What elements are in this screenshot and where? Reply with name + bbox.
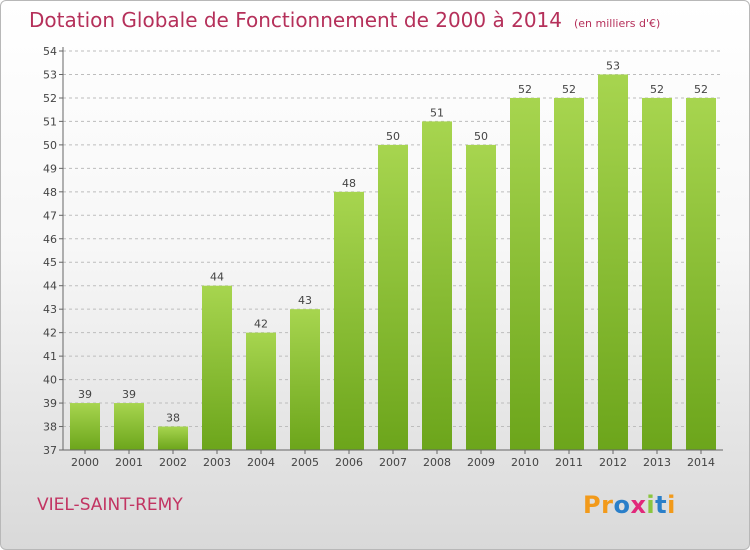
x-tick-label: 2005 [291,456,319,469]
bar-value-label: 39 [122,388,136,401]
bar-value-label: 48 [342,177,356,190]
x-tick-label: 2012 [599,456,627,469]
y-tick-label: 41 [43,350,57,363]
x-tick-label: 2002 [159,456,187,469]
y-tick-label: 42 [43,327,57,340]
bar-value-label: 39 [78,388,92,401]
bar-2008 [422,121,452,450]
x-tick-label: 2004 [247,456,275,469]
y-tick-label: 47 [43,209,57,222]
logo-letter: i [646,491,656,519]
y-tick-label: 50 [43,139,57,152]
y-tick-label: 52 [43,92,57,105]
bar-2013 [642,97,672,451]
x-tick-label: 2003 [203,456,231,469]
commune-name: VIEL-SAINT-REMY [37,495,183,515]
bar-value-label: 50 [474,130,488,143]
x-tick-label: 2011 [555,456,583,469]
bar-2006 [334,191,364,450]
y-tick-label: 44 [43,280,57,293]
x-tick-label: 2006 [335,456,363,469]
y-tick-label: 38 [43,421,57,434]
x-tick-label: 2009 [467,456,495,469]
logo-letter: i [667,491,676,519]
bar-value-label: 50 [386,130,400,143]
x-tick-label: 2007 [379,456,407,469]
y-tick-label: 48 [43,186,57,199]
chart-unit-note: (en milliers d'€) [574,17,661,30]
bar-2004 [246,332,276,450]
y-tick-label: 43 [43,303,57,316]
y-tick-label: 53 [43,68,57,81]
x-tick-label: 2008 [423,456,451,469]
x-tick-label: 2014 [687,456,715,469]
logo-letter: r [601,491,614,519]
bar-2000 [70,403,100,450]
y-tick-label: 51 [43,115,57,128]
bar-value-label: 42 [254,318,268,331]
y-tick-label: 39 [43,397,57,410]
y-tick-label: 40 [43,374,57,387]
bar-value-label: 52 [562,83,576,96]
x-tick-label: 2001 [115,456,143,469]
x-tick-label: 2000 [71,456,99,469]
bar-2002 [158,426,188,450]
bar-2003 [202,285,232,450]
y-tick-label: 45 [43,256,57,269]
y-tick-label: 46 [43,233,57,246]
bar-value-label: 53 [606,59,620,72]
bar-value-label: 52 [650,83,664,96]
y-tick-label: 54 [43,45,57,58]
logo-letter: t [655,491,668,519]
logo-letter: x [630,491,647,519]
bar-2010 [510,97,540,451]
y-tick-label: 49 [43,162,57,175]
chart-title: Dotation Globale de Fonctionnement de 20… [29,8,562,32]
proxiti-logo: Proxiti [583,491,676,519]
x-tick-label: 2013 [643,456,671,469]
axes: 37 38 39 40 41 42 43 44 45 46 47 48 49 50 51 52 53 54 2000… [43,45,723,469]
bar-value-label: 52 [518,83,532,96]
bar-value-label: 38 [166,412,180,425]
bar-2009 [466,144,496,450]
bar-2007 [378,144,408,450]
bar-2014 [686,97,716,451]
chart-title-block: Dotation Globale de Fonctionnement de 20… [29,8,660,32]
bar-2005 [290,309,320,450]
logo-letter: P [583,491,602,519]
bar-value-label: 51 [430,106,444,119]
bar-value-label: 52 [694,83,708,96]
y-tick-label: 37 [43,444,57,457]
bar-2001 [114,403,144,450]
x-tick-label: 2010 [511,456,539,469]
bar-2012 [598,74,628,451]
bar-value-label: 43 [298,294,312,307]
bars: 39 39 38 44 42 43 48 50 51 50 52 52 53 52 52 [70,59,716,451]
bar-value-label: 44 [210,271,224,284]
logo-letter: o [613,491,631,519]
bar-2011 [554,97,584,451]
